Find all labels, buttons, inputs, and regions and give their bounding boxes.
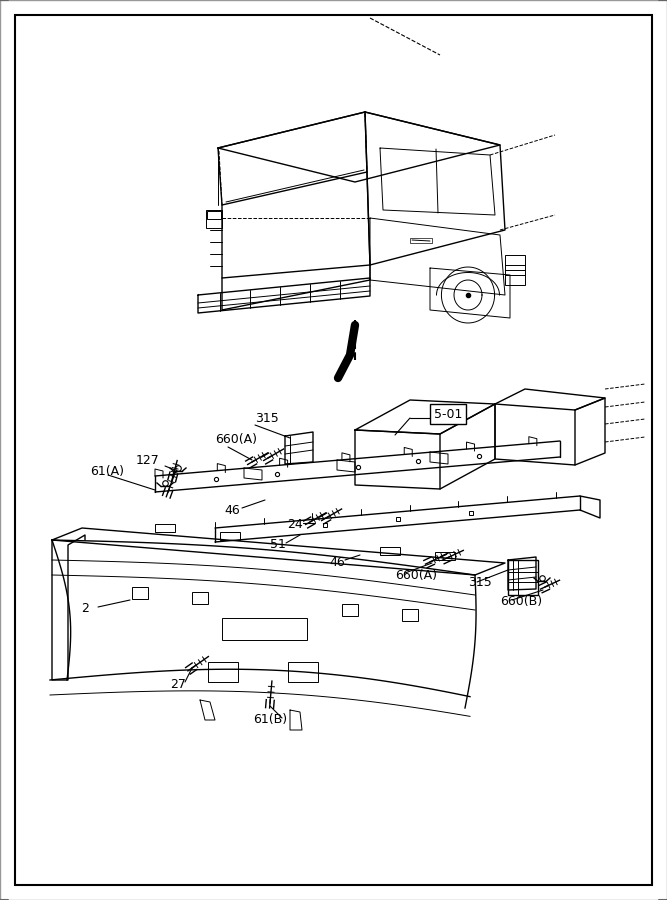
Text: 27: 27 bbox=[170, 679, 186, 691]
Text: 51: 51 bbox=[270, 538, 286, 552]
Bar bbox=[208, 662, 238, 682]
Text: 24: 24 bbox=[287, 518, 303, 532]
Bar bbox=[132, 587, 148, 599]
Bar bbox=[410, 238, 432, 243]
Bar bbox=[402, 609, 418, 621]
Bar bbox=[155, 524, 175, 532]
Bar bbox=[221, 617, 307, 640]
Text: 61(A): 61(A) bbox=[90, 465, 124, 479]
Bar bbox=[505, 255, 525, 285]
Text: 660(A): 660(A) bbox=[215, 434, 257, 446]
Bar bbox=[508, 560, 538, 595]
Text: 46: 46 bbox=[224, 503, 240, 517]
Bar bbox=[220, 532, 240, 540]
Bar bbox=[435, 552, 455, 560]
Text: 61(B): 61(B) bbox=[253, 714, 287, 726]
Bar bbox=[206, 210, 222, 228]
Bar bbox=[380, 547, 400, 555]
Text: 127: 127 bbox=[136, 454, 160, 466]
Text: 660(B): 660(B) bbox=[500, 596, 542, 608]
Text: 5-01: 5-01 bbox=[434, 408, 462, 420]
Bar bbox=[342, 604, 358, 616]
Bar bbox=[192, 592, 208, 604]
Text: 660(A): 660(A) bbox=[395, 569, 437, 581]
Bar bbox=[207, 211, 221, 219]
Text: 315: 315 bbox=[255, 411, 279, 425]
Bar bbox=[288, 662, 318, 682]
Text: 46: 46 bbox=[329, 555, 345, 569]
Text: 315: 315 bbox=[468, 577, 492, 590]
Text: 2: 2 bbox=[81, 601, 89, 615]
